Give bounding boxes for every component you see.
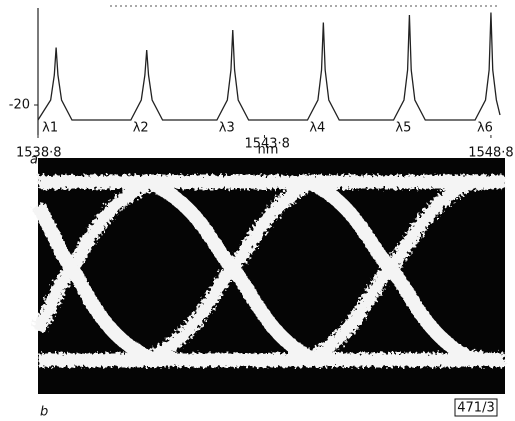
panel-label: b (40, 405, 48, 420)
code-box (454, 398, 498, 417)
eye-traces (31, 175, 506, 367)
peak-label: λ6 (477, 121, 493, 136)
panel-label: a (30, 153, 38, 168)
x-tick-label: 1538·8 (16, 146, 62, 161)
peak-label: λ1 (42, 121, 58, 136)
x-tick-label: 1548·8 (468, 146, 514, 161)
figure-code: 471/3 (457, 401, 494, 416)
x-tick-label: 1543·8 (244, 137, 290, 152)
peak-label: λ3 (219, 121, 235, 136)
y-tick-label: -20 (9, 98, 30, 113)
spectrum-line (37, 12, 501, 121)
peak-label: λ4 (309, 121, 325, 136)
peak-label: λ5 (395, 121, 411, 136)
eye-background-bottom (38, 372, 505, 394)
eye-diagram (31, 158, 506, 394)
peak-label: λ2 (133, 121, 149, 136)
x-axis-label: nm (258, 143, 279, 158)
